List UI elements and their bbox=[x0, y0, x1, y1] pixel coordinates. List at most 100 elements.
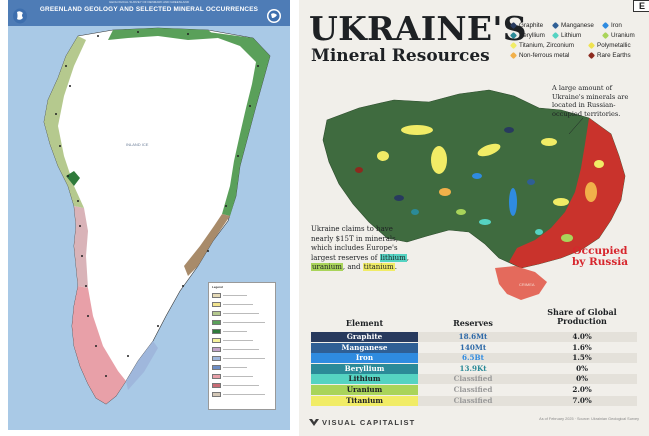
cell-element: Iron bbox=[311, 353, 418, 364]
cell-reserves: Classified bbox=[453, 374, 493, 384]
legend-item-uranium: Uranium bbox=[601, 31, 635, 39]
note-left-sep: , bbox=[406, 253, 409, 262]
legend-swatch bbox=[587, 41, 596, 49]
table-row: Titanium Classified 7.0% bbox=[311, 395, 637, 406]
cell-share: 7.0% bbox=[572, 395, 592, 405]
ukraine-subtitle: Mineral Resources bbox=[311, 46, 490, 66]
greenland-legend-swatch bbox=[212, 302, 253, 307]
legend-label: Non-ferrous metal bbox=[519, 52, 570, 59]
occupied-territory bbox=[509, 118, 625, 268]
table-header-element: Element bbox=[345, 318, 384, 328]
legend-swatch bbox=[509, 41, 518, 49]
cell-element: Manganese bbox=[311, 342, 418, 353]
south-pink-rocks bbox=[72, 286, 126, 404]
ukraine-title: UKRAINE'S bbox=[309, 9, 527, 48]
legend-label: Iron bbox=[611, 22, 622, 29]
table-row-background bbox=[311, 342, 637, 353]
legend-item-polymetallic: Polymetallic bbox=[587, 41, 631, 49]
table-row-background bbox=[311, 363, 637, 374]
table-header-reserves: Reserves bbox=[453, 318, 493, 328]
titanium-highlight: titanium bbox=[362, 263, 395, 272]
greenland-legend-swatch bbox=[212, 329, 247, 334]
cell-reserves: 18.6Mt bbox=[458, 332, 488, 341]
cell-element: Graphite bbox=[311, 332, 418, 342]
cell-element: Titanium bbox=[311, 395, 418, 406]
note-left-end: . bbox=[394, 263, 397, 272]
legend-label: Beryllium bbox=[519, 32, 545, 39]
legend-label: Lithium bbox=[561, 32, 582, 39]
legend-swatch bbox=[509, 21, 518, 29]
greenland-geology-map: INLAND ICE bbox=[8, 26, 290, 430]
legend-swatch bbox=[509, 51, 518, 59]
greenland-map-subtitle: GEOLOGICAL SURVEY OF DENMARK AND GREENLA… bbox=[109, 0, 189, 4]
table-row: Iron 6.5Bt 1.5% bbox=[311, 353, 637, 364]
greenland-legend-swatch bbox=[212, 365, 247, 370]
visual-capitalist-logo: VISUAL CAPITALIST bbox=[309, 418, 415, 427]
legend-label: Uranium bbox=[611, 32, 635, 39]
greenland-legend-swatch bbox=[212, 383, 259, 388]
greenland-map-title: GREENLAND GEOLOGY AND SELECTED MINERAL O… bbox=[39, 6, 259, 13]
legend-swatch bbox=[601, 31, 610, 39]
table-header-share: Share of Global Production bbox=[547, 307, 617, 326]
greenland-map-panel: GEOLOGICAL SURVEY OF DENMARK AND GREENLA… bbox=[0, 0, 297, 436]
greenland-legend: Legend bbox=[208, 282, 276, 410]
table-row: Graphite 18.6Mt 4.0% bbox=[311, 332, 637, 342]
greenland-coat-of-arms-icon bbox=[13, 8, 27, 24]
legend-label: Manganese bbox=[561, 22, 594, 29]
greenland-legend-swatch bbox=[212, 338, 253, 343]
greenland-legend-swatch bbox=[212, 347, 259, 352]
legend-swatch bbox=[551, 21, 560, 29]
greenland-legend-swatch bbox=[212, 293, 247, 298]
legend-label: Polymetallic bbox=[597, 42, 631, 49]
table-row: Uranium Classified 2.0% bbox=[311, 385, 637, 395]
ukraine-infographic-panel: E UKRAINE'S Mineral Resources Graphite Ma… bbox=[299, 0, 649, 436]
mineral-deposits bbox=[355, 125, 604, 242]
greenland-legend-swatch bbox=[212, 356, 265, 361]
legend-item-beryllium: Beryllium bbox=[509, 31, 545, 39]
legend-item-graphite: Graphite bbox=[509, 21, 544, 29]
east-coast-green-rocks bbox=[208, 32, 270, 216]
greenland-legend-swatch bbox=[212, 311, 259, 316]
legend-swatch bbox=[587, 51, 596, 59]
cell-reserves: 6.5Bt bbox=[462, 353, 484, 363]
cell-element: Uranium bbox=[311, 385, 418, 395]
inland-ice-label: INLAND ICE bbox=[126, 142, 149, 147]
south-tip-rocks bbox=[126, 341, 158, 390]
source-note: As of February 2025 · Source: Ukrainian … bbox=[539, 417, 639, 421]
visual-capitalist-mark-icon bbox=[309, 419, 319, 426]
cell-share: 1.6% bbox=[572, 342, 592, 352]
table-row-background bbox=[311, 353, 637, 364]
legend-item-manganese: Manganese bbox=[551, 21, 594, 29]
footer-logo-text: VISUAL CAPITALIST bbox=[322, 418, 416, 427]
uranium-highlight: uranium bbox=[311, 263, 343, 272]
southeast-brown-rocks bbox=[184, 214, 230, 276]
crimea-label: CRIMEA bbox=[519, 282, 535, 287]
legend-item-rare-earths: Rare Earths bbox=[587, 51, 631, 59]
cell-element: Lithium bbox=[311, 374, 418, 385]
table-row: Manganese 140Mt 1.6% bbox=[311, 342, 637, 353]
note-left-prefix: Ukraine claims to have nearly $15T in mi… bbox=[311, 225, 398, 262]
note-left-and: , and bbox=[342, 263, 363, 272]
corner-tab[interactable]: E bbox=[633, 0, 649, 12]
greenland-legend-title: Legend bbox=[212, 285, 223, 289]
legend-swatch bbox=[551, 31, 560, 39]
legend-label: Graphite bbox=[519, 22, 544, 29]
crimea bbox=[495, 266, 547, 300]
greenland-map-header: GEOLOGICAL SURVEY OF DENMARK AND GREENLA… bbox=[8, 0, 290, 26]
cell-reserves: Classified bbox=[453, 385, 493, 394]
cell-reserves: 13.9Kt bbox=[459, 363, 487, 373]
ukraine-map: CRIMEA bbox=[299, 72, 649, 312]
southwest-pink-rocks bbox=[74, 206, 88, 288]
greenland-legend-swatch bbox=[212, 392, 265, 397]
legend-item-non-ferrous-metal: Non-ferrous metal bbox=[509, 51, 570, 59]
disko-basalt bbox=[66, 171, 80, 186]
legend-swatch bbox=[509, 31, 518, 39]
greenland-legend-swatch bbox=[212, 374, 253, 379]
lithium-highlight: lithium bbox=[379, 253, 407, 262]
geus-logo-icon bbox=[267, 9, 281, 23]
cell-share: 4.0% bbox=[572, 332, 592, 341]
table-row-background bbox=[311, 332, 637, 342]
legend-label: Titanium, Zirconium bbox=[519, 42, 575, 49]
table-row-background bbox=[311, 395, 637, 406]
cell-reserves: Classified bbox=[453, 395, 493, 405]
